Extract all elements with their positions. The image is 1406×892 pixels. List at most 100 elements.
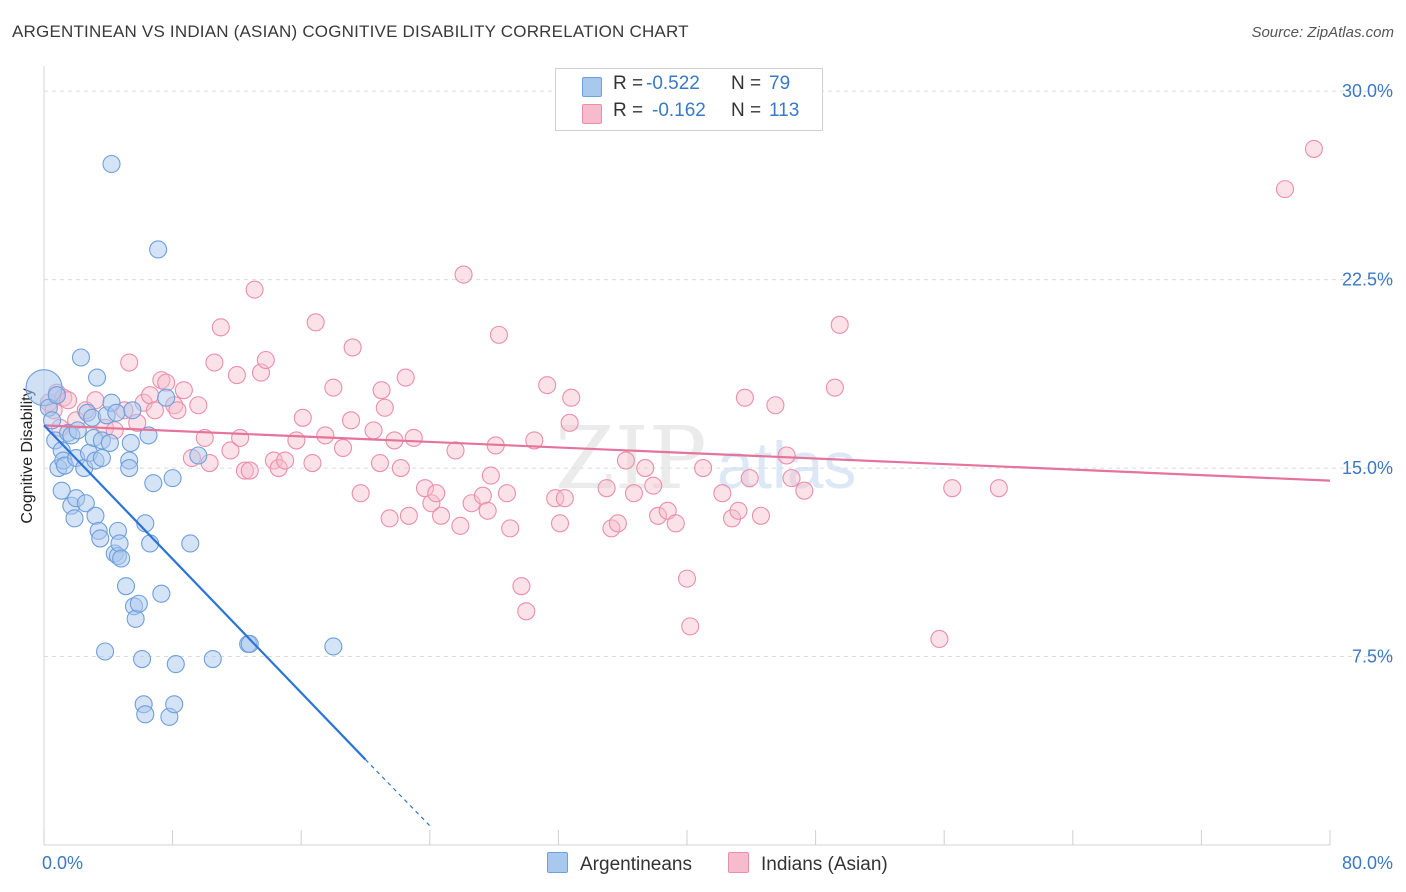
indians-asian-point xyxy=(306,313,325,332)
indians-asian-point xyxy=(989,479,1008,498)
indians-asian-point xyxy=(766,396,785,415)
indians-asian-point xyxy=(478,501,497,520)
indians-asian-point xyxy=(287,431,306,450)
watermark-zip: ZIP xyxy=(555,409,707,509)
indians-asian-point xyxy=(415,479,435,498)
indians-asian-point xyxy=(195,428,214,447)
indians-asian-point xyxy=(740,469,759,488)
argentineans-point xyxy=(110,534,129,553)
argentineans-point xyxy=(133,649,152,669)
r-value: -0.522 xyxy=(646,73,700,94)
argentineans-point xyxy=(87,368,107,387)
n-label: N = xyxy=(731,100,762,121)
indians-asian-point xyxy=(427,484,446,503)
indians-asian-point xyxy=(293,408,312,427)
indians-asian-point xyxy=(303,453,322,473)
pink-swatch xyxy=(582,104,602,124)
indians-asian-point xyxy=(681,617,700,636)
n-label: N = xyxy=(731,73,762,94)
trend-lines xyxy=(43,424,1331,828)
argentineans-point xyxy=(189,446,208,465)
indians-asian-point xyxy=(120,353,139,372)
indians-asian-point xyxy=(432,506,451,525)
indians-asian-point xyxy=(370,453,390,473)
blue-swatch xyxy=(547,852,568,873)
y-tick-label: 7.5% xyxy=(1352,647,1393,667)
argentineans-point xyxy=(52,481,71,500)
indians-asian-point xyxy=(830,315,849,334)
indians-asian-point xyxy=(649,506,668,525)
indians-asian-point xyxy=(735,388,754,407)
axes xyxy=(43,66,1331,846)
indians-asian-point xyxy=(636,459,655,478)
indians-asian-point xyxy=(481,466,500,485)
argentineans-points xyxy=(25,154,343,726)
indians-asian-point xyxy=(597,479,616,498)
indians-asian-point xyxy=(473,486,492,505)
argentineans-point xyxy=(112,549,131,568)
argentineans-point xyxy=(157,388,176,407)
argentineans-point xyxy=(324,637,343,656)
indians-asian-point xyxy=(525,431,544,450)
x-tick-label: 80.0% xyxy=(1342,853,1393,873)
argentineans-point xyxy=(65,509,84,528)
argentineans-point xyxy=(68,421,87,440)
argentineans-point xyxy=(181,534,200,553)
indians-asian-point xyxy=(343,338,362,357)
y-tick-label: 15.0% xyxy=(1342,458,1393,478)
argentineans-point xyxy=(139,426,158,445)
x-tick-label: 0.0% xyxy=(42,853,83,873)
indians-asian-trend-line xyxy=(43,424,1331,482)
argentineans-point xyxy=(126,609,145,628)
argentineans-point xyxy=(116,577,136,596)
legend-label-argentineans: Argentineans xyxy=(580,854,692,875)
indians-asian-point xyxy=(227,366,246,385)
argentineans-point xyxy=(102,154,121,174)
argentineans-point xyxy=(76,494,95,513)
watermark-atlas: atlas xyxy=(717,428,856,502)
watermark: ZIP atlas xyxy=(555,409,856,509)
indians-asian-point xyxy=(316,426,335,445)
indians-asian-point xyxy=(644,476,663,495)
legend-item-argentineans: Argentineans xyxy=(547,852,692,876)
indians-asian-point xyxy=(517,602,536,621)
indians-asian-point xyxy=(795,481,814,500)
indians-asian-point xyxy=(713,484,732,503)
indians-asian-point xyxy=(245,280,264,299)
argentineans-point xyxy=(165,695,184,714)
indians-asian-point xyxy=(454,265,473,284)
chart-title: ARGENTINEAN VS INDIAN (ASIAN) COGNITIVE … xyxy=(12,22,689,41)
indians-asian-point xyxy=(1275,180,1295,199)
n-value: 113 xyxy=(769,100,800,121)
indians-asian-point xyxy=(269,459,288,478)
series-legend: Argentineans Indians (Asian) xyxy=(0,852,1406,878)
indians-asian-point xyxy=(608,514,627,533)
indians-asian-point xyxy=(546,489,565,508)
indians-asian-point xyxy=(256,350,275,370)
blue-swatch xyxy=(582,77,602,97)
indians-asian-point xyxy=(446,441,465,460)
indians-asian-point xyxy=(489,325,508,344)
indians-asian-point xyxy=(677,569,697,588)
indians-asian-point xyxy=(555,489,574,508)
indians-asian-point xyxy=(825,378,844,397)
argentineans-point xyxy=(136,705,155,724)
indians-asian-point xyxy=(364,421,383,440)
argentineans-point xyxy=(141,534,160,553)
argentineans-point xyxy=(152,584,171,603)
argentineans-point xyxy=(149,240,168,259)
indians-asian-point xyxy=(666,514,685,533)
argentineans-point xyxy=(107,403,126,422)
argentineans-point xyxy=(121,433,140,452)
indians-asian-point xyxy=(391,459,410,478)
tick-labels: 7.5% 15.0% 22.5% 30.0% 0.0% 80.0% xyxy=(42,81,1393,873)
r-value: -0.162 xyxy=(652,100,706,121)
indians-asian-point xyxy=(351,484,370,503)
indians-asian-point xyxy=(501,519,520,538)
argentineans-trend-line xyxy=(43,424,367,761)
argentineans-trend-extension xyxy=(365,759,432,828)
indians-asian-point xyxy=(276,451,295,470)
indians-asian-point xyxy=(240,461,259,480)
argentineans-point xyxy=(240,634,259,654)
